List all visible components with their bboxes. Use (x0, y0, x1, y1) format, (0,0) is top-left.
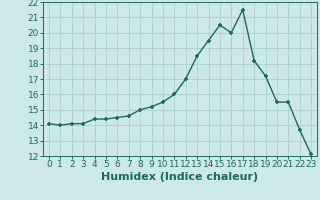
X-axis label: Humidex (Indice chaleur): Humidex (Indice chaleur) (101, 172, 259, 182)
